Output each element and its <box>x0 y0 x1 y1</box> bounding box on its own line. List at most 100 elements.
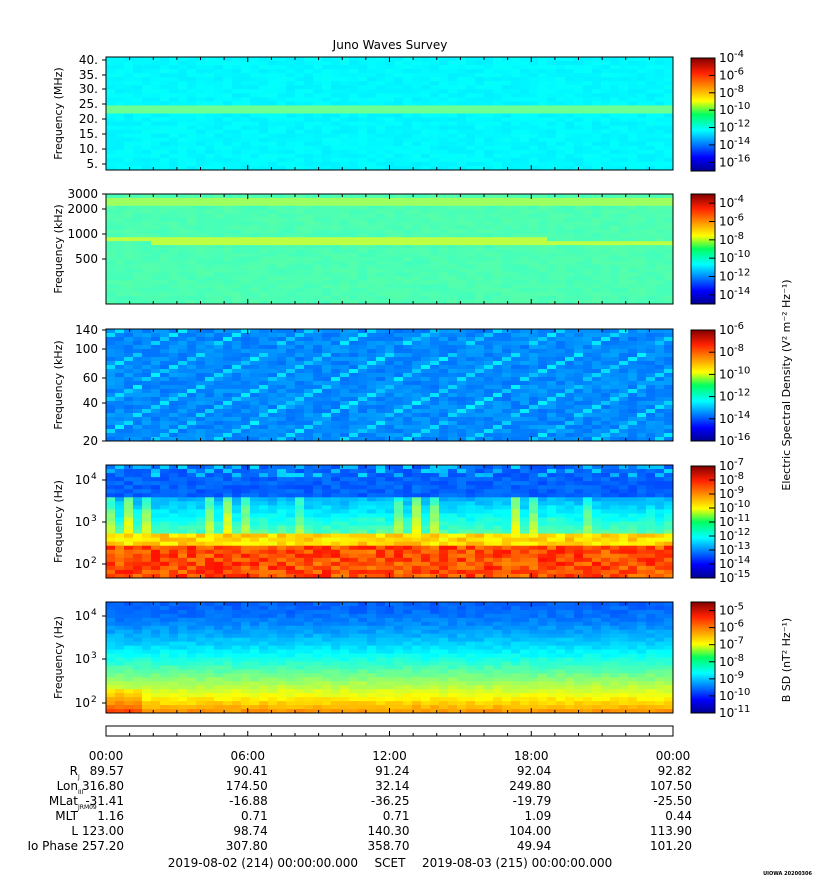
spectrogram-cell <box>511 397 521 402</box>
spectrogram-cell <box>241 357 251 362</box>
spectrogram-cell <box>664 109 674 114</box>
spectrogram-cell <box>448 65 458 70</box>
spectrogram-cell <box>457 157 467 163</box>
spectrogram-cell <box>268 89 278 94</box>
spectrogram-cell <box>358 213 368 218</box>
spectrogram-cell <box>466 393 476 398</box>
spectrogram-cell <box>520 101 530 106</box>
spectrogram-cell <box>250 194 260 199</box>
spectrogram-cell <box>556 389 566 394</box>
spectrogram-cell <box>268 77 278 82</box>
spectrogram-cell <box>412 221 422 226</box>
spectrogram-cell <box>250 260 260 266</box>
spectrogram-cell <box>448 233 458 238</box>
spectrogram-cell <box>601 217 611 222</box>
spectrogram-cell <box>655 245 665 250</box>
spectrogram-cell <box>439 389 449 394</box>
spectrogram-cell <box>592 329 602 334</box>
spectrogram-cell <box>637 337 647 342</box>
spectrogram-cell <box>151 288 161 293</box>
spectrogram-cell <box>115 117 125 122</box>
spectrogram-cell <box>205 145 215 151</box>
spectrogram-cell <box>214 117 224 122</box>
spectrogram-cell <box>304 272 314 277</box>
spectrogram-cell <box>322 341 332 346</box>
spectrogram-cell <box>115 264 125 270</box>
spectrogram-cell <box>241 385 251 390</box>
spectrogram-cell <box>448 153 458 159</box>
spectrogram-cell <box>295 229 305 234</box>
spectrogram-cell <box>511 197 521 203</box>
spectrogram-cell <box>601 385 611 390</box>
spectrogram-cell <box>322 165 332 171</box>
spectrogram-cell <box>430 405 440 410</box>
spectrogram-cell <box>412 57 422 62</box>
spectrogram-cell <box>286 272 296 277</box>
spectrogram-cell <box>547 276 557 281</box>
spectrogram-cell <box>601 369 611 374</box>
spectrogram-cell <box>259 69 269 74</box>
spectrogram-cell <box>583 93 593 98</box>
spectrogram-cell <box>484 109 494 114</box>
spectrogram-cell <box>619 133 629 139</box>
spectrogram-cell <box>664 205 674 211</box>
spectrogram-cell <box>619 268 629 273</box>
spectrogram-cell <box>331 361 341 366</box>
spectrogram-cell <box>313 264 323 270</box>
spectrogram-cell <box>250 213 260 218</box>
spectrogram-cell <box>259 133 269 139</box>
spectrogram-cell <box>205 209 215 215</box>
spectrogram-cell <box>601 397 611 402</box>
spectrogram-cell <box>610 357 620 362</box>
spectrogram-cell <box>340 141 350 147</box>
spectrogram-cell <box>574 268 584 273</box>
spectrogram-cell <box>448 205 458 211</box>
spectrogram-cell <box>538 249 548 254</box>
spectrogram-cell <box>538 165 548 171</box>
spectrogram-cell <box>583 276 593 281</box>
spectrogram-cell <box>232 93 242 98</box>
spectrogram-cell <box>232 349 242 354</box>
spectrogram-cell <box>511 256 521 262</box>
spectrogram-cell <box>322 221 332 226</box>
spectrogram-cell <box>232 397 242 402</box>
spectrogram-cell <box>214 233 224 238</box>
spectrogram-cell <box>250 300 260 305</box>
spectrogram-cell <box>277 296 287 301</box>
spectrogram-cell <box>205 205 215 211</box>
spectrogram-cell <box>493 377 503 382</box>
spectrogram-cell <box>637 97 647 102</box>
spectrogram-cell <box>331 268 341 273</box>
spectrogram-cell <box>430 129 440 135</box>
spectrogram-cell <box>250 73 260 78</box>
spectrogram-cell <box>187 357 197 362</box>
spectrogram-cell <box>385 256 395 262</box>
spectrogram-cell <box>439 296 449 301</box>
spectrogram-cell <box>160 349 170 354</box>
spectrogram-cell <box>610 256 620 262</box>
spectrogram-cell <box>160 225 170 230</box>
spectrogram-cell <box>232 241 242 246</box>
spectrogram-cell <box>376 229 386 234</box>
spectrogram-cell <box>628 209 638 215</box>
spectrogram-cell <box>502 296 512 301</box>
spectrogram-cell <box>520 292 530 297</box>
colorbar-tick-label: 10 <box>719 270 734 284</box>
spectrogram-cell <box>241 337 251 342</box>
spectrogram-cell <box>592 145 602 151</box>
spectrogram-cell <box>187 73 197 78</box>
spectrogram-cell <box>475 125 485 131</box>
spectrogram-cell <box>529 329 539 334</box>
spectrogram-cell <box>556 365 566 370</box>
spectrogram-cell <box>223 389 233 394</box>
spectrogram-cell <box>520 345 530 350</box>
spectrogram-cell <box>538 272 548 277</box>
spectrogram-cell <box>547 157 557 163</box>
spectrogram-cell <box>565 77 575 82</box>
spectrogram-cell <box>151 264 161 270</box>
spectrogram-cell <box>538 109 548 114</box>
y-tick-label: 40. <box>79 53 98 67</box>
spectrogram-cell <box>574 284 584 289</box>
spectrogram-cell <box>565 149 575 155</box>
spectrogram-cell <box>403 149 413 155</box>
